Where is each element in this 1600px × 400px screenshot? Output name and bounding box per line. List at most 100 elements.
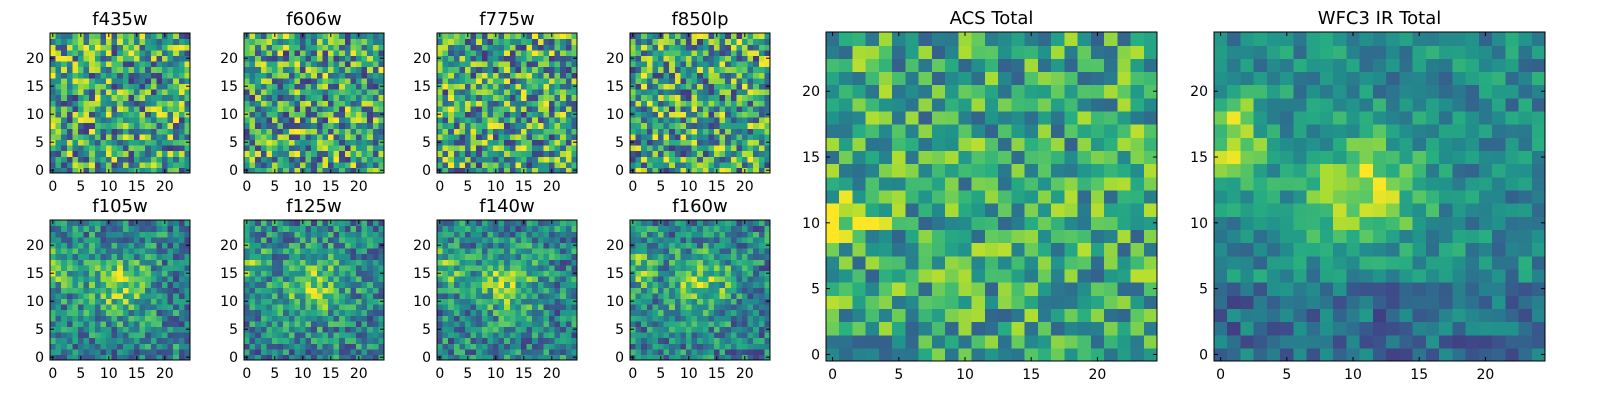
heatmap-cell <box>300 44 307 51</box>
heatmap-cell <box>150 264 157 271</box>
heatmap-cell <box>641 332 648 339</box>
heatmap-cell <box>78 248 85 255</box>
heatmap-cell <box>322 94 329 101</box>
heatmap-cell <box>372 33 379 40</box>
heatmap-cell <box>333 111 340 118</box>
heatmap-cell <box>272 253 279 260</box>
heatmap-cell <box>652 77 659 84</box>
heatmap-cell <box>83 38 90 45</box>
heatmap-cell <box>504 44 511 51</box>
heatmap-cell <box>173 44 180 51</box>
heatmap-cell <box>565 231 572 238</box>
heatmap-cell <box>680 83 687 90</box>
heatmap-cell <box>350 281 357 288</box>
heatmap-cell <box>139 220 146 227</box>
heatmap-cell <box>167 117 174 124</box>
heatmap-cell <box>378 77 385 84</box>
heatmap-cell <box>498 276 505 283</box>
heatmap-cell <box>725 89 732 96</box>
heatmap-cell <box>674 49 681 56</box>
heatmap-cell <box>448 236 455 243</box>
heatmap-cell <box>162 270 169 277</box>
heatmap-cell <box>437 100 444 107</box>
heatmap-cell <box>465 304 472 311</box>
heatmap-cell <box>372 231 379 238</box>
heatmap-cell <box>641 348 648 355</box>
heatmap-cell <box>184 348 191 355</box>
heatmap-cell <box>361 156 368 163</box>
heatmap-cell <box>753 100 760 107</box>
heatmap-cell <box>378 33 385 40</box>
heatmap-cell <box>658 292 665 299</box>
heatmap-cell <box>316 49 323 56</box>
heatmap-cell <box>476 38 483 45</box>
heatmap-cell <box>736 150 743 157</box>
heatmap-cell <box>470 343 477 350</box>
heatmap-cell <box>669 270 676 277</box>
heatmap-cell <box>283 167 290 174</box>
heatmap-cell <box>300 259 307 266</box>
heatmap-cell <box>537 89 544 96</box>
heatmap-cell <box>50 66 57 73</box>
heatmap-cell <box>260 326 267 333</box>
heatmap-cell <box>106 117 113 124</box>
heatmap-cell <box>764 287 771 294</box>
heatmap-cell <box>521 264 528 271</box>
heatmap-cell <box>173 292 180 299</box>
heatmap-cell <box>453 292 460 299</box>
heatmap-cell <box>515 287 522 294</box>
heatmap-cell <box>272 44 279 51</box>
heatmap-cell <box>680 161 687 168</box>
heatmap-cell <box>288 139 295 146</box>
heatmap-cell <box>764 66 771 73</box>
heatmap-cell <box>288 100 295 107</box>
y-tick-label: 5 <box>229 135 238 151</box>
heatmap-cell <box>465 49 472 56</box>
heatmap-cell <box>719 348 726 355</box>
heatmap-cell <box>117 343 124 350</box>
heatmap-cell <box>736 326 743 333</box>
heatmap-cell <box>322 320 329 327</box>
heatmap-cell <box>128 55 135 62</box>
heatmap-cell <box>674 122 681 129</box>
heatmap-cell <box>515 111 522 118</box>
heatmap-cell <box>504 264 511 271</box>
heatmap-cell <box>521 309 528 316</box>
heatmap-cell <box>106 94 113 101</box>
heatmap-cell <box>367 133 374 140</box>
heatmap-cell <box>487 66 494 73</box>
heatmap-cell <box>736 33 743 40</box>
heatmap-cell <box>178 139 185 146</box>
heatmap-cell <box>162 145 169 152</box>
heatmap-cell <box>372 128 379 135</box>
heatmap-cell <box>111 220 118 227</box>
heatmap-cell <box>184 122 191 129</box>
heatmap-cell <box>61 161 68 168</box>
heatmap-cell <box>316 304 323 311</box>
heatmap-cell <box>333 292 340 299</box>
heatmap-cell <box>266 38 273 45</box>
y-tick-label: 15 <box>26 266 44 282</box>
heatmap-cell <box>641 320 648 327</box>
heatmap-cell <box>509 156 516 163</box>
heatmap-cell <box>328 83 335 90</box>
heatmap-cell <box>272 38 279 45</box>
heatmap-cell <box>167 332 174 339</box>
heatmap-cell <box>725 320 732 327</box>
heatmap-cell <box>378 66 385 73</box>
heatmap-cell <box>128 61 135 68</box>
heatmap-cell <box>630 100 637 107</box>
heatmap-cell <box>100 167 107 174</box>
heatmap-cell <box>100 225 107 232</box>
heatmap-cell <box>697 122 704 129</box>
heatmap-cell <box>178 72 185 79</box>
heatmap-cell <box>509 248 516 255</box>
x-tick-label: 20 <box>350 366 368 382</box>
heatmap-cell <box>702 89 709 96</box>
heatmap-cell <box>339 61 346 68</box>
heatmap-cell <box>94 309 101 316</box>
heatmap-cell <box>753 315 760 322</box>
heatmap-cell <box>515 337 522 344</box>
heatmap-cell <box>283 309 290 316</box>
heatmap-cell <box>167 220 174 227</box>
